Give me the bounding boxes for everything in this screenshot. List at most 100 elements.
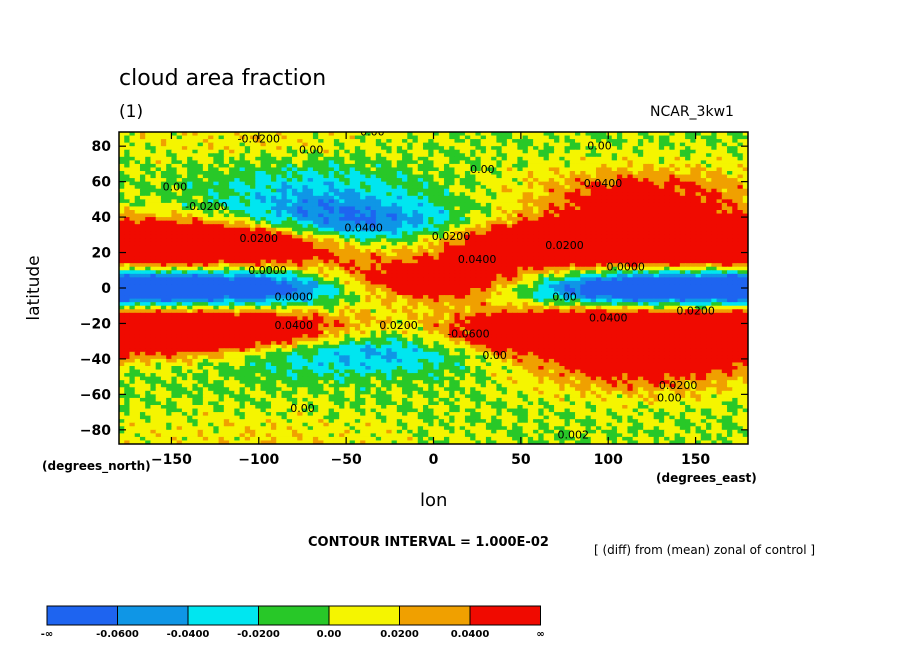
field-cell [276, 195, 283, 200]
field-cell [443, 249, 450, 254]
field-cell [160, 206, 167, 211]
field-cell [585, 178, 592, 183]
field-cell [543, 181, 550, 186]
field-cell [354, 185, 361, 190]
field-cell [202, 146, 209, 151]
field-cell [533, 213, 539, 218]
field-cell [590, 273, 597, 278]
field-cell [286, 132, 293, 137]
field-cell [470, 146, 477, 151]
field-cell [260, 227, 267, 232]
field-cell [171, 234, 178, 239]
field-cell [297, 167, 304, 172]
field-cell [250, 227, 256, 232]
field-cell [134, 139, 141, 144]
field-cell [496, 266, 503, 271]
field-cell [606, 139, 613, 144]
field-cell [139, 245, 146, 250]
field-cell [119, 167, 125, 172]
field-cell [197, 256, 204, 261]
field-cell [423, 273, 429, 278]
field-cell [690, 139, 697, 144]
field-cell [150, 195, 157, 200]
field-cell [134, 238, 141, 243]
field-cell [727, 146, 733, 151]
field-cell [349, 142, 356, 147]
field-cell [454, 188, 461, 193]
field-cell [244, 160, 251, 165]
field-cell [139, 273, 146, 278]
field-cell [669, 241, 676, 247]
field-cell [496, 174, 503, 179]
field-cell [181, 270, 188, 275]
field-cell [155, 206, 162, 211]
field-cell [627, 149, 634, 154]
field-cell [485, 132, 492, 137]
field-cell [328, 245, 335, 250]
field-cell [506, 199, 513, 204]
field-cell [459, 206, 466, 211]
field-cell [580, 231, 587, 236]
field-cell [601, 167, 608, 172]
field-cell [706, 220, 712, 225]
field-cell [166, 163, 173, 169]
field-cell [307, 149, 314, 154]
field-cell [223, 160, 230, 165]
field-cell [344, 277, 351, 282]
field-cell [423, 256, 429, 261]
field-cell [485, 227, 492, 232]
field-cell [176, 277, 183, 282]
field-cell [150, 217, 157, 222]
field-cell [213, 210, 220, 215]
field-cell [580, 249, 587, 254]
field-cell [470, 178, 477, 183]
field-cell [286, 206, 293, 211]
field-cell [291, 273, 298, 278]
field-cell [265, 252, 272, 257]
field-cell [480, 202, 487, 208]
field-cell [606, 256, 613, 261]
field-cell [700, 188, 707, 193]
field-cell [333, 252, 340, 257]
field-cell [213, 270, 220, 275]
field-cell [616, 231, 623, 236]
field-cell [417, 156, 424, 161]
field-cell [187, 217, 193, 222]
field-cell [522, 132, 529, 137]
field-cell [554, 220, 560, 225]
field-cell [181, 149, 188, 154]
field-cell [229, 185, 235, 190]
field-cell [548, 263, 555, 268]
field-cell [627, 213, 634, 218]
field-cell [417, 266, 424, 271]
field-cell [208, 273, 214, 278]
field-cell [333, 220, 340, 225]
field-cell [485, 241, 492, 247]
field-cell [265, 273, 272, 278]
field-cell [517, 199, 524, 204]
field-cell [271, 132, 277, 137]
field-cell [611, 195, 618, 200]
field-cell [559, 139, 566, 144]
field-cell [323, 195, 330, 200]
field-cell [616, 135, 623, 140]
field-cell [658, 163, 665, 169]
field-cell [381, 273, 387, 278]
field-cell [412, 231, 419, 236]
field-cell [438, 224, 445, 229]
field-cell [370, 245, 377, 250]
field-cell [244, 220, 251, 225]
field-cell [166, 156, 173, 161]
field-cell [742, 238, 748, 243]
field-cell [323, 132, 330, 137]
field-cell [637, 167, 644, 172]
field-cell [402, 206, 408, 211]
field-cell [333, 224, 340, 229]
field-cell [622, 238, 629, 243]
field-cell [271, 259, 277, 264]
field-cell [375, 241, 382, 247]
field-cell [276, 277, 283, 282]
field-cell [260, 263, 267, 268]
field-cell [548, 181, 555, 186]
field-cell [202, 142, 209, 147]
